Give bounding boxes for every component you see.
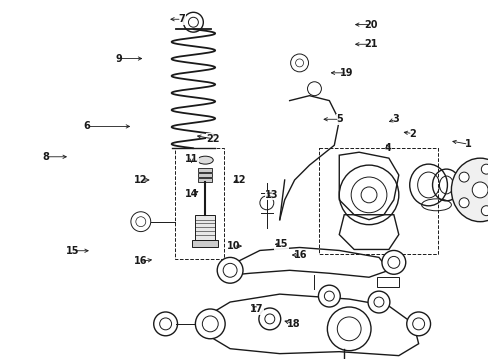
Text: 16: 16 bbox=[134, 256, 147, 266]
Circle shape bbox=[459, 198, 469, 208]
Text: 10: 10 bbox=[226, 241, 240, 251]
Circle shape bbox=[291, 54, 309, 72]
Circle shape bbox=[481, 164, 490, 174]
Circle shape bbox=[131, 212, 151, 231]
Bar bbox=[174, 148, 224, 260]
Text: 14: 14 bbox=[185, 189, 198, 199]
Text: 4: 4 bbox=[385, 143, 392, 153]
Text: 21: 21 bbox=[365, 39, 378, 49]
Ellipse shape bbox=[197, 156, 213, 164]
Circle shape bbox=[407, 312, 431, 336]
Circle shape bbox=[154, 312, 177, 336]
Circle shape bbox=[472, 182, 488, 198]
Circle shape bbox=[481, 206, 490, 216]
Circle shape bbox=[382, 251, 406, 274]
Text: 6: 6 bbox=[84, 121, 90, 131]
Circle shape bbox=[217, 257, 243, 283]
Text: 19: 19 bbox=[341, 68, 354, 78]
Text: 12: 12 bbox=[134, 175, 147, 185]
Bar bbox=[196, 215, 215, 239]
Text: 15: 15 bbox=[66, 246, 79, 256]
Bar bbox=[319, 148, 439, 255]
Circle shape bbox=[259, 308, 281, 330]
Bar bbox=[198, 168, 212, 172]
Text: 15: 15 bbox=[275, 239, 288, 249]
Circle shape bbox=[459, 172, 469, 182]
Bar bbox=[377, 277, 399, 287]
Text: 20: 20 bbox=[365, 19, 378, 30]
Ellipse shape bbox=[451, 158, 490, 222]
Circle shape bbox=[368, 291, 390, 313]
Text: 17: 17 bbox=[250, 304, 264, 314]
Text: 8: 8 bbox=[42, 152, 49, 162]
Circle shape bbox=[196, 309, 225, 339]
Text: 13: 13 bbox=[265, 190, 278, 200]
Text: 1: 1 bbox=[466, 139, 472, 149]
Text: 7: 7 bbox=[178, 14, 185, 24]
Bar bbox=[198, 178, 212, 182]
Text: 2: 2 bbox=[409, 129, 416, 139]
Circle shape bbox=[318, 285, 340, 307]
Bar bbox=[198, 173, 212, 177]
Text: 9: 9 bbox=[115, 54, 122, 64]
Text: 3: 3 bbox=[392, 114, 399, 124]
Text: 18: 18 bbox=[287, 319, 300, 329]
Text: 11: 11 bbox=[185, 154, 198, 163]
Text: 12: 12 bbox=[233, 175, 247, 185]
Text: 22: 22 bbox=[207, 134, 220, 144]
Bar bbox=[193, 239, 218, 247]
Text: 16: 16 bbox=[294, 250, 308, 260]
Text: 5: 5 bbox=[337, 114, 343, 124]
